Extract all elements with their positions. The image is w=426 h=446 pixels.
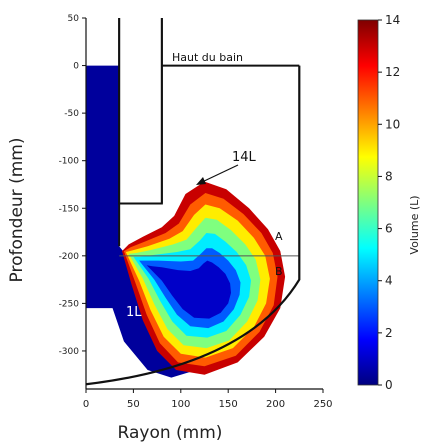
rod-border — [118, 18, 163, 205]
y-tick-label: 0 — [73, 62, 79, 72]
x-tick-label: 150 — [219, 399, 238, 410]
colorbar-tick-label: 12 — [385, 65, 400, 79]
y-tick-label: -50 — [64, 109, 79, 119]
vessel-geometry — [85, 18, 301, 386]
x-tick-label: 250 — [313, 399, 332, 410]
y-tick-label: -250 — [59, 299, 80, 309]
x-tick-label: 0 — [83, 399, 89, 410]
inner-region-annotation: 1L — [126, 305, 142, 320]
colorbar-tick-label: 10 — [385, 117, 400, 131]
y-tick-label: -200 — [59, 252, 80, 262]
colorbar-tick-label: 14 — [385, 13, 400, 27]
y-tick-label: -150 — [59, 204, 80, 214]
axes — [85, 18, 323, 390]
colorbar-tick-label: 4 — [385, 274, 393, 288]
colorbar-tick-label: 6 — [385, 222, 393, 236]
outer-contour-arrowhead — [196, 177, 206, 185]
colorbar-ticks: 0 2 4 6 8 10 12 14 — [378, 13, 400, 392]
outer-contour-arrow — [199, 164, 239, 184]
colorbar — [357, 19, 379, 386]
colorbar-tick-label: 2 — [385, 326, 393, 340]
x-tick-label: 200 — [266, 399, 285, 410]
x-tick-label: 100 — [171, 399, 190, 410]
y-tick-label: 50 — [68, 14, 80, 24]
y-tick-label: -300 — [59, 347, 80, 357]
zone-a-label: A — [275, 230, 283, 243]
vessel-wall — [85, 65, 301, 386]
y-tick-labels: 50 0 -50 -100 -150 -200 -250 -300 — [59, 14, 86, 357]
zone-b-label: B — [275, 265, 283, 278]
x-tick-labels: 0 50 100 150 200 250 — [83, 389, 333, 410]
bath-top-annotation: Haut du bain — [172, 51, 243, 64]
outer-contour-annotation: 14L — [232, 150, 257, 165]
colorbar-tick-label: 8 — [385, 169, 393, 183]
y-axis-label: Profondeur (mm) — [7, 138, 27, 283]
colorbar-label: Volume (L) — [408, 195, 421, 254]
colorbar-tick-label: 0 — [385, 378, 393, 392]
rod-body — [120, 18, 161, 204]
low-volume-region — [86, 65, 191, 378]
x-axis-label: Rayon (mm) — [118, 423, 223, 443]
contour-2L — [146, 260, 231, 319]
x-tick-label: 50 — [127, 399, 140, 410]
y-tick-label: -100 — [59, 157, 80, 167]
heatmap-field — [86, 65, 286, 378]
